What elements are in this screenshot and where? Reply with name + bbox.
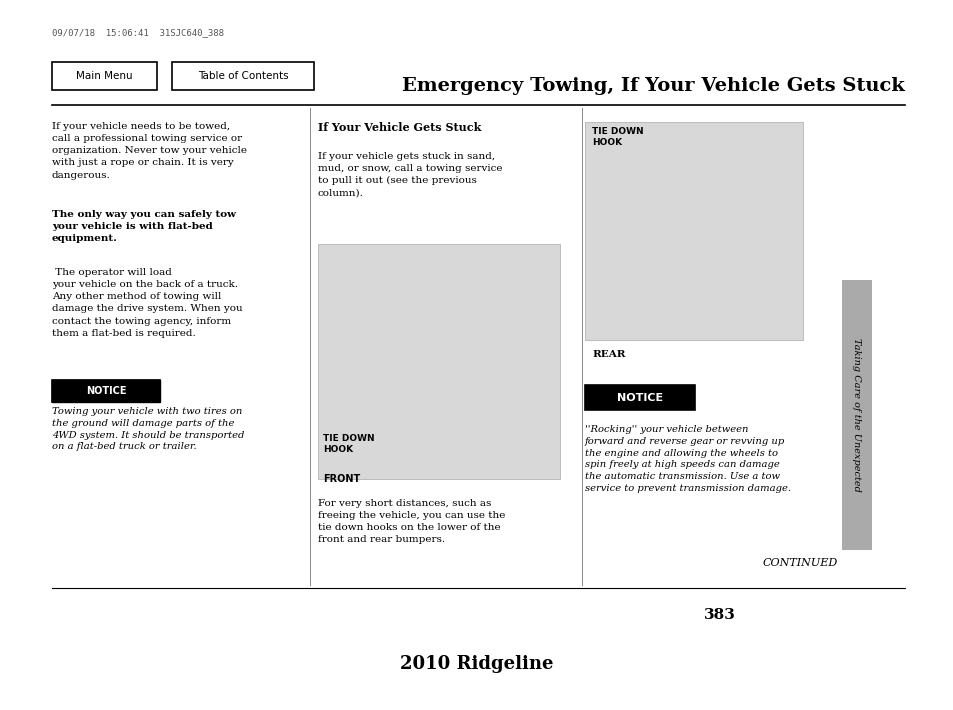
Text: Towing your vehicle with two tires on
the ground will damage parts of the
4WD sy: Towing your vehicle with two tires on th… [52,407,244,452]
Text: 2010 Ridgeline: 2010 Ridgeline [400,655,553,673]
Bar [172,62,314,90]
Text: Table of Contents: Table of Contents [197,71,288,81]
Text: For very short distances, such as
freeing the vehicle, you can use the
tie down : For very short distances, such as freein… [317,499,505,545]
Text: ''Rocking'' your vehicle between
forward and reverse gear or revving up
the engi: ''Rocking'' your vehicle between forward… [584,425,790,493]
Text: If Your Vehicle Gets Stuck: If Your Vehicle Gets Stuck [317,122,481,133]
Text: TIE DOWN
HOOK: TIE DOWN HOOK [592,127,643,147]
Text: 383: 383 [703,608,735,622]
Text: Taking Care of the Unexpected: Taking Care of the Unexpected [852,338,861,492]
Bar [52,62,157,90]
Bar [584,385,695,410]
Bar [52,380,160,402]
Text: NOTICE: NOTICE [617,393,662,403]
Text: CONTINUED: CONTINUED [762,558,837,568]
Text: NOTICE: NOTICE [86,386,126,396]
Bar [841,280,871,550]
Text: 09/07/18  15:06:41  31SJC640_388: 09/07/18 15:06:41 31SJC640_388 [52,28,224,37]
Text: The only way you can safely tow
your vehicle is with flat-bed
equipment.: The only way you can safely tow your veh… [52,210,235,244]
Text: Emergency Towing, If Your Vehicle Gets Stuck: Emergency Towing, If Your Vehicle Gets S… [402,77,904,95]
Text: If your vehicle gets stuck in sand,
mud, or snow, call a towing service
to pull : If your vehicle gets stuck in sand, mud,… [317,152,502,197]
Text: REAR: REAR [592,350,625,359]
Text: FRONT: FRONT [323,474,360,484]
Text: The operator will load
your vehicle on the back of a truck.
Any other method of : The operator will load your vehicle on t… [52,268,242,338]
Text: Main Menu: Main Menu [76,71,132,81]
Bar [52,380,160,402]
Bar [584,122,802,340]
Text: TIE DOWN
HOOK: TIE DOWN HOOK [323,434,375,454]
Text: If your vehicle needs to be towed,
call a professional towing service or
organiz: If your vehicle needs to be towed, call … [52,122,247,180]
Bar [317,244,559,479]
